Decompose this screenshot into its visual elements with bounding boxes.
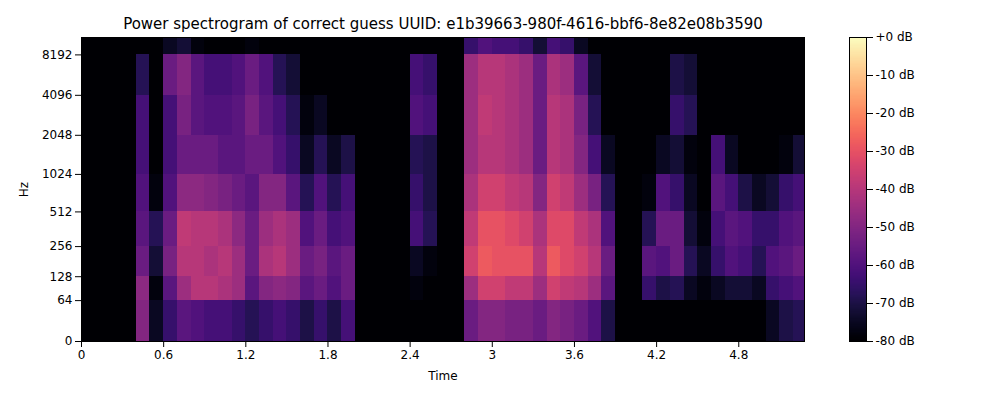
- svg-text:3: 3: [488, 348, 496, 362]
- svg-text:64: 64: [57, 293, 72, 307]
- svg-text:2048: 2048: [42, 128, 73, 142]
- svg-text:128: 128: [50, 270, 73, 284]
- svg-text:256: 256: [50, 239, 73, 253]
- svg-text:-70 dB: -70 dB: [876, 296, 915, 310]
- svg-text:4.8: 4.8: [729, 348, 748, 362]
- svg-text:0: 0: [65, 334, 73, 348]
- svg-text:Time: Time: [427, 369, 457, 383]
- svg-text:3.6: 3.6: [565, 348, 584, 362]
- svg-text:Power spectrogram of correct g: Power spectrogram of correct guess UUID:…: [123, 15, 763, 33]
- svg-text:-10 dB: -10 dB: [876, 68, 915, 82]
- svg-text:-60 dB: -60 dB: [876, 258, 915, 272]
- svg-text:-40 dB: -40 dB: [876, 182, 915, 196]
- svg-text:4.2: 4.2: [647, 348, 666, 362]
- svg-text:1.2: 1.2: [236, 348, 255, 362]
- svg-text:-30 dB: -30 dB: [876, 144, 915, 158]
- svg-text:0: 0: [78, 348, 86, 362]
- svg-text:Hz: Hz: [17, 182, 31, 197]
- svg-text:-50 dB: -50 dB: [876, 220, 915, 234]
- svg-text:+0 dB: +0 dB: [876, 30, 913, 44]
- svg-text:2.4: 2.4: [401, 348, 420, 362]
- svg-text:512: 512: [50, 205, 73, 219]
- svg-text:4096: 4096: [42, 88, 73, 102]
- svg-text:1024: 1024: [42, 167, 73, 181]
- svg-text:-80 dB: -80 dB: [876, 334, 915, 348]
- svg-text:1.8: 1.8: [318, 348, 337, 362]
- svg-text:8192: 8192: [42, 48, 73, 62]
- svg-text:0.6: 0.6: [154, 348, 173, 362]
- svg-text:-20 dB: -20 dB: [876, 106, 915, 120]
